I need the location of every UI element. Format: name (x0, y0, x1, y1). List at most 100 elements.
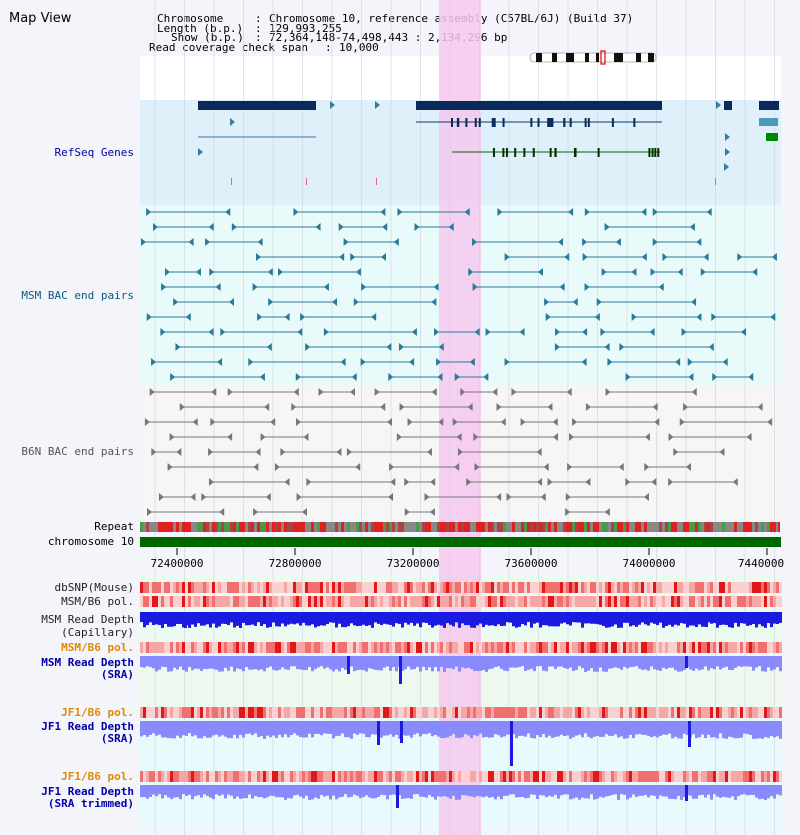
polymorphism-cell (581, 582, 584, 593)
bac-end-marker (167, 463, 173, 471)
read-depth-bar (731, 612, 734, 628)
repeat-segment (317, 522, 320, 532)
polymorphism-cell (482, 596, 485, 607)
read-depth-bar (380, 721, 383, 738)
polymorphism-cell (665, 642, 668, 653)
read-depth-bar (470, 721, 473, 739)
gene-exon (633, 118, 636, 127)
polymorphism-cell (680, 771, 683, 782)
polymorphism-cell (629, 582, 632, 593)
polymorphism-cell (248, 582, 251, 593)
polymorphism-cell (227, 582, 230, 593)
read-depth-bar (542, 612, 545, 626)
polymorphism-cell (491, 707, 494, 718)
repeat-segment (506, 522, 509, 532)
read-depth-bar (758, 612, 761, 625)
read-depth-bar (374, 785, 377, 799)
polymorphism-cell (284, 582, 287, 593)
read-depth-bar (518, 721, 521, 736)
polymorphism-cell (602, 596, 605, 607)
read-depth-bar (146, 656, 149, 667)
read-depth-bar (305, 656, 308, 670)
polymorphism-cell (539, 771, 542, 782)
polymorphism-cell (152, 642, 155, 653)
read-depth-bar (173, 656, 176, 668)
bac-end-marker (343, 238, 349, 246)
read-depth-bar (329, 656, 332, 670)
read-depth-bar (236, 721, 239, 739)
polymorphism-cell (404, 596, 407, 607)
bac-end-marker (641, 208, 647, 216)
bac-end-marker (752, 268, 758, 276)
polymorphism-cell (629, 771, 632, 782)
read-depth-bar (152, 656, 155, 669)
polymorphism-cell (563, 596, 566, 607)
gene-mark (306, 178, 307, 185)
polymorphism-cell (266, 596, 269, 607)
polymorphism-cell (284, 642, 287, 653)
read-depth-bar (611, 612, 614, 627)
read-depth-bar (506, 612, 509, 623)
read-depth-bar (338, 785, 341, 798)
polymorphism-cell (605, 582, 608, 593)
read-depth-bar (149, 721, 152, 735)
polymorphism-cell (752, 707, 755, 718)
polymorphism-cell (470, 771, 473, 782)
read-depth-bar (209, 721, 212, 738)
read-depth-bar (443, 612, 446, 628)
read-depth-bar (401, 785, 404, 799)
bac-end-marker (323, 283, 329, 291)
read-depth-bar (485, 656, 488, 672)
repeat-segment (407, 522, 410, 532)
gene-exon (530, 118, 533, 127)
read-depth-bar (509, 656, 512, 668)
read-depth-spike (396, 785, 399, 808)
bac-end-marker (748, 373, 754, 381)
read-depth-bar (431, 612, 434, 628)
polymorphism-cell (653, 596, 656, 607)
repeat-segment (563, 522, 566, 532)
polymorphism-cell (413, 707, 416, 718)
read-depth-bar (380, 785, 383, 795)
read-depth-bar (692, 612, 695, 626)
polymorphism-cell (293, 642, 296, 653)
read-depth-bar (644, 656, 647, 670)
repeat-segment (248, 522, 251, 532)
read-depth-bar (302, 785, 305, 799)
polymorphism-cell (554, 707, 557, 718)
read-depth-bar (476, 721, 479, 737)
track-label-repeat: Repeat (94, 520, 134, 533)
read-depth-bar (362, 785, 365, 798)
read-depth-bar (422, 785, 425, 797)
read-depth-bar (164, 721, 167, 738)
polymorphism-cell (665, 771, 668, 782)
polymorphism-cell (293, 596, 296, 607)
polymorphism-cell (203, 707, 206, 718)
read-depth-bar (563, 721, 566, 737)
polymorphism-cell (659, 642, 662, 653)
polymorphism-cell (350, 596, 353, 607)
polymorphism-cell (641, 582, 644, 593)
polymorphism-cell (596, 771, 599, 782)
read-depth-bar (290, 612, 293, 624)
read-depth-bar (245, 612, 248, 626)
polymorphism-cell (338, 642, 341, 653)
bac-end-marker (404, 508, 410, 516)
repeat-segment (380, 522, 383, 532)
polymorphism-cell (332, 596, 335, 607)
polymorphism-cell (734, 771, 737, 782)
repeat-segment (389, 522, 392, 532)
read-depth-bar (215, 612, 218, 628)
polymorphism-cell (746, 582, 749, 593)
bac-end-marker (274, 463, 280, 471)
bac-end-marker (625, 478, 631, 486)
polymorphism-cell (755, 596, 758, 607)
repeat-segment (527, 522, 530, 532)
polymorphism-cell (548, 707, 551, 718)
read-depth-bar (326, 785, 329, 796)
read-depth-bar (620, 785, 623, 795)
polymorphism-cell (647, 771, 650, 782)
polymorphism-cell (617, 596, 620, 607)
gene-exon (478, 118, 481, 127)
